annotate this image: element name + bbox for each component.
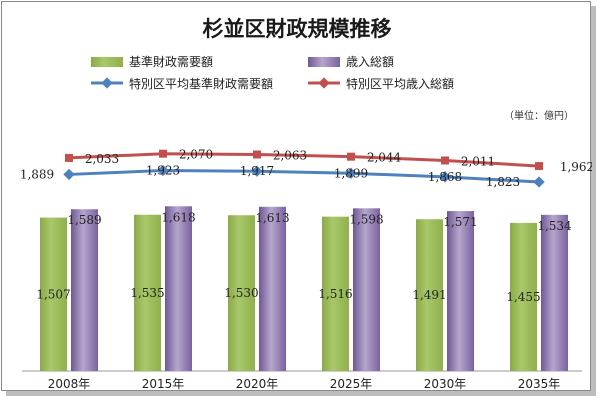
line-series: 1,889 1,923 1,917 1,899 1,868 1,823 2,033 2,070… bbox=[20, 148, 592, 189]
bar-revenue-1 bbox=[165, 206, 192, 371]
line-avg-needs bbox=[68, 169, 540, 184]
point-label-avg-needs-3: 1,899 bbox=[334, 166, 368, 180]
point-label-avg-revenue-1: 2,070 bbox=[179, 148, 213, 162]
point-avg-needs-1 bbox=[157, 164, 169, 177]
point-label-avg-needs-1: 1,923 bbox=[146, 164, 180, 178]
point-avg-needs-0 bbox=[63, 168, 75, 181]
bar-needs-4 bbox=[416, 219, 443, 371]
point-avg-needs-5 bbox=[533, 176, 545, 188]
bar-needs-0 bbox=[40, 217, 67, 371]
point-avg-revenue-4 bbox=[441, 156, 449, 165]
point-label-avg-revenue-3: 2,044 bbox=[367, 151, 402, 165]
category-label-4: 2030年 bbox=[424, 377, 467, 391]
point-avg-revenue-0 bbox=[65, 153, 73, 162]
legend-swatch-revenue bbox=[308, 57, 340, 67]
chart-title: 杉並区財政規模推移 bbox=[203, 17, 392, 41]
bar-label-needs-3: 1,516 bbox=[318, 287, 352, 301]
category-label-1: 2015年 bbox=[142, 377, 185, 391]
category-label-5: 2035年 bbox=[518, 377, 561, 391]
point-label-avg-needs-0: 1,889 bbox=[20, 167, 54, 181]
point-label-avg-revenue-4: 2,011 bbox=[461, 154, 495, 168]
category-label-3: 2025年 bbox=[330, 377, 373, 391]
point-avg-revenue-3 bbox=[347, 152, 355, 161]
category-label-0: 2008年 bbox=[48, 377, 91, 391]
category-label-2: 2020年 bbox=[236, 377, 279, 391]
bar-revenue-3 bbox=[353, 208, 380, 371]
point-label-avg-revenue-5: 1,962 bbox=[560, 160, 592, 174]
point-avg-needs-3 bbox=[345, 167, 357, 179]
bar-label-revenue-4: 1,571 bbox=[443, 215, 477, 229]
category-labels: 2008年 2015年 2020年 2025年 2030年 2035年 bbox=[48, 377, 561, 391]
bar-label-needs-4: 1,491 bbox=[412, 288, 446, 302]
legend-label-needs: 基準財政需要額 bbox=[129, 54, 213, 69]
point-label-avg-needs-5: 1,823 bbox=[486, 175, 520, 189]
bar-label-revenue-2: 1,613 bbox=[255, 211, 289, 225]
bar-label-needs-1: 1,535 bbox=[130, 286, 164, 300]
chart-canvas: 杉並区財政規模推移 基準財政需要額 歳入総額 特別区平均基準財政需要額 特別区平… bbox=[20, 17, 592, 391]
point-avg-revenue-1 bbox=[159, 149, 167, 158]
bar-revenue-4 bbox=[447, 211, 474, 371]
point-label-avg-needs-4: 1,868 bbox=[428, 170, 462, 184]
legend: 基準財政需要額 歳入総額 特別区平均基準財政需要額 特別区平均歳入総額 bbox=[91, 54, 454, 91]
point-label-avg-revenue-2: 2,063 bbox=[273, 148, 307, 162]
point-avg-needs-2 bbox=[251, 165, 263, 177]
bar-label-revenue-1: 1,618 bbox=[161, 210, 195, 224]
legend-label-avg-needs: 特別区平均基準財政需要額 bbox=[129, 76, 273, 91]
point-avg-revenue-5 bbox=[535, 162, 543, 171]
bar-revenue-2 bbox=[259, 206, 286, 371]
point-avg-revenue-2 bbox=[253, 150, 261, 159]
point-label-avg-revenue-0: 2,033 bbox=[85, 152, 119, 166]
unit-label: （単位：億円） bbox=[504, 109, 574, 122]
bar-needs-2 bbox=[228, 215, 255, 371]
legend-label-revenue: 歳入総額 bbox=[346, 55, 394, 69]
line-avg-revenue bbox=[68, 152, 540, 168]
bar-revenue-5 bbox=[541, 214, 568, 371]
bar-label-needs-2: 1,530 bbox=[224, 286, 258, 300]
point-avg-needs-4 bbox=[439, 171, 451, 183]
bar-needs-1 bbox=[134, 214, 161, 371]
chart-frame: 杉並区財政規模推移 基準財政需要額 歳入総額 特別区平均基準財政需要額 特別区平… bbox=[1, 1, 592, 391]
point-label-avg-needs-2: 1,917 bbox=[240, 164, 274, 178]
bar-needs-3 bbox=[322, 216, 349, 371]
bar-label-needs-5: 1,455 bbox=[506, 290, 540, 304]
bar-label-revenue-5: 1,534 bbox=[537, 219, 572, 233]
bar-label-needs-0: 1,507 bbox=[36, 287, 70, 301]
bar-revenue-0 bbox=[71, 209, 98, 371]
legend-swatch-needs bbox=[91, 57, 123, 67]
bar-label-revenue-0: 1,589 bbox=[67, 213, 101, 227]
legend-marker-avg-needs bbox=[101, 77, 113, 89]
bar-series: 1,507 1,589 1,535 1,618 1,530 1,613 1,516 1,598… bbox=[36, 206, 572, 371]
legend-marker-avg-revenue bbox=[318, 77, 330, 89]
bar-needs-5 bbox=[510, 222, 537, 371]
legend-label-avg-revenue: 特別区平均歳入総額 bbox=[346, 76, 454, 91]
bar-label-revenue-3: 1,598 bbox=[349, 212, 383, 226]
